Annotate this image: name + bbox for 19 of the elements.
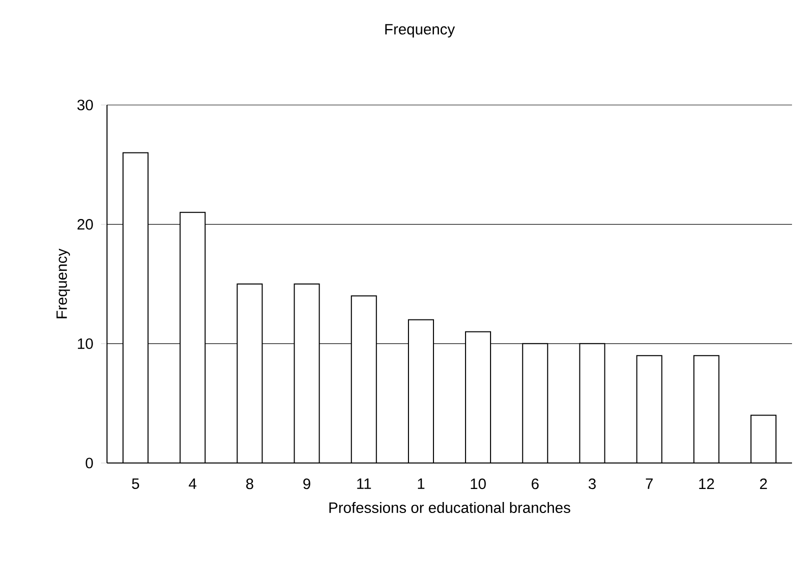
x-tick-label: 12: [699, 478, 714, 489]
y-tick-label: 20: [78, 219, 93, 230]
x-tick-label: 3: [588, 478, 596, 490]
x-tick-label: 4: [188, 478, 196, 489]
x-tick-label: 11: [357, 478, 371, 489]
x-tick-label: 6: [532, 478, 539, 490]
x-tick-label: 9: [303, 478, 310, 490]
x-tick-label: 1: [418, 478, 424, 489]
x-tick-label: 2: [760, 478, 767, 489]
chart-title: Frequency: [385, 24, 455, 38]
x-axis-title: Professions or educational branches: [329, 502, 570, 513]
y-tick-label: 0: [86, 458, 93, 468]
x-tick-label: 10: [470, 478, 486, 490]
y-axis-title: Frequency: [56, 248, 70, 318]
x-tick-label: 5: [132, 478, 140, 489]
y-tick-label: 10: [78, 338, 93, 349]
x-tick-label: 8: [246, 478, 254, 490]
x-tick-label: 7: [646, 478, 653, 489]
y-tick-label: 30: [77, 100, 93, 110]
